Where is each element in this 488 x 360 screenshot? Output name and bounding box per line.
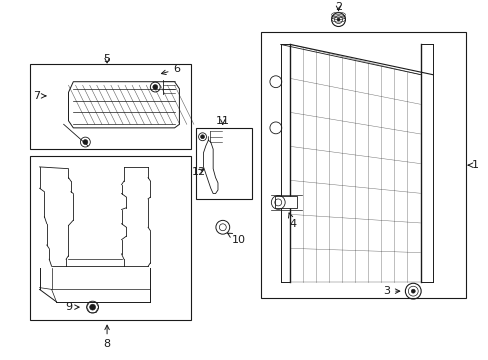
Text: 4: 4	[288, 213, 296, 229]
Circle shape	[200, 135, 204, 139]
Circle shape	[83, 140, 88, 144]
Bar	[275, 197, 296, 208]
Circle shape	[89, 304, 95, 310]
Bar	[30, 64, 191, 149]
Text: 7: 7	[33, 91, 46, 101]
Text: 6: 6	[161, 64, 180, 75]
Bar	[196, 128, 251, 199]
Text: 11: 11	[215, 116, 229, 126]
Text: 10: 10	[227, 233, 245, 245]
Text: 2: 2	[334, 2, 342, 12]
Circle shape	[410, 289, 414, 293]
Text: 8: 8	[103, 325, 110, 350]
Circle shape	[336, 18, 339, 21]
Text: 12: 12	[191, 167, 205, 177]
Text: 3: 3	[383, 286, 399, 296]
Circle shape	[153, 85, 158, 90]
Bar	[30, 156, 191, 320]
Text: 5: 5	[103, 54, 110, 64]
Text: 1: 1	[468, 160, 478, 170]
Text: 9: 9	[65, 302, 79, 312]
Bar	[261, 32, 466, 298]
